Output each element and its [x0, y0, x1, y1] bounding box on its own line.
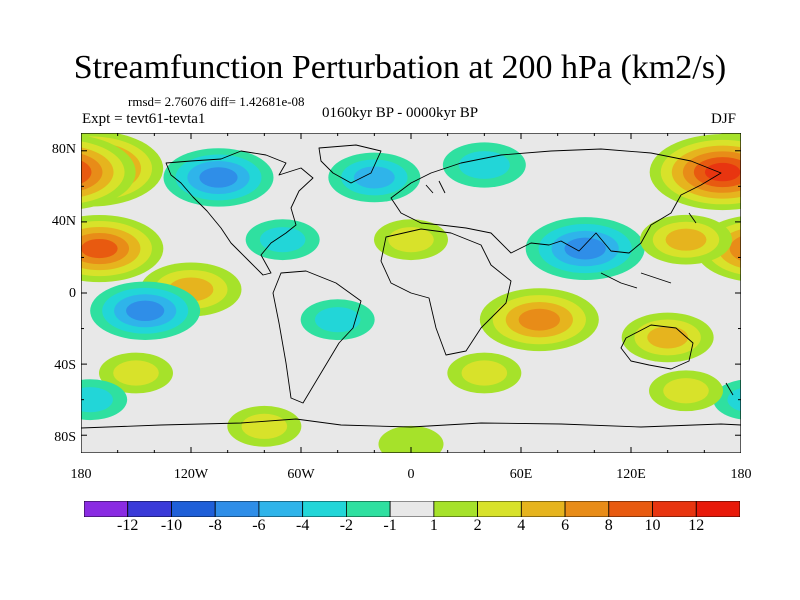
colorbar-swatch-2	[171, 501, 216, 517]
colorbar-label-9: 4	[517, 517, 526, 534]
anomaly-4-band-2	[353, 166, 395, 189]
lat-label-40s: 40S	[54, 358, 76, 373]
coastline-north-america	[165, 150, 314, 276]
colorbar-label-11: 8	[604, 517, 613, 534]
anomaly-17-band-1	[461, 360, 508, 386]
anomaly-9-band-1	[388, 227, 434, 253]
plot-title: Streamfunction Perturbation at 200 hPa (…	[73, 49, 727, 86]
anomaly-20-band-0	[378, 425, 444, 453]
anomaly-1-band-4-wrap	[81, 160, 92, 184]
lon-label-60e: 60E	[509, 467, 533, 482]
colorbar-swatch-4	[258, 501, 304, 517]
colorbar-label-4: -4	[296, 517, 310, 534]
anomaly-6-band-3	[564, 237, 606, 260]
colorbar-swatch-13	[652, 501, 697, 517]
coastline-islands	[425, 180, 734, 396]
lat-label-80n: 80N	[51, 142, 76, 157]
colorbar-label-10: 6	[561, 517, 570, 534]
coastline-australia	[620, 324, 694, 370]
colorbar-swatch-8	[433, 501, 478, 517]
map-plot	[81, 133, 741, 453]
lat-label-0: 0	[69, 286, 76, 301]
lon-label-180w: 180	[70, 467, 92, 482]
colorbar-swatch-14	[695, 501, 740, 517]
lon-label-0: 0	[407, 467, 415, 482]
colorbar-label-2: -8	[208, 517, 222, 534]
colorbar-swatch-6	[345, 501, 391, 517]
anomaly-1-band-3-wrap	[81, 153, 103, 191]
anomaly-3-band-3	[199, 167, 238, 188]
lon-label-120e: 120E	[616, 467, 646, 482]
experiment-label: Expt = tevt61-tevta1	[82, 111, 206, 127]
anomaly-11-band-3	[126, 300, 165, 321]
anomaly-13-band-1	[314, 307, 361, 333]
colorbar-label-5: -2	[339, 517, 354, 534]
colorbar-swatch-10	[520, 501, 566, 517]
anomaly-8-band-1	[259, 227, 306, 253]
colorbar-swatch-7	[389, 501, 435, 517]
colorbar-swatch-12	[608, 501, 653, 517]
coastline-greenland	[318, 144, 382, 184]
anomaly-2-band-4	[81, 238, 118, 259]
season-label: DJF	[711, 111, 737, 127]
anomaly-5-band-1	[458, 151, 510, 179]
anomaly-16-band-1	[81, 387, 113, 413]
anomaly-2-band-3-wrap	[729, 236, 741, 261]
coastline-south-america	[272, 270, 362, 404]
colorbar-label-7: 1	[429, 517, 438, 534]
anomaly-12-band-3	[518, 308, 561, 331]
period-label: 0160kyr BP - 0000kyr BP	[322, 105, 479, 121]
colorbar-swatch-1	[127, 501, 172, 517]
anomaly-15-band-1	[113, 360, 159, 386]
colorbar-label-8: 2	[473, 517, 482, 534]
anomaly-14-band-2	[647, 326, 689, 349]
lon-label-180e: 180	[730, 467, 752, 482]
colorbar-label-13: 12	[688, 517, 705, 534]
colorbar-label-1: -10	[160, 517, 183, 534]
lon-label-60w: 60W	[287, 467, 315, 482]
colorbar-swatch-0	[84, 501, 129, 517]
anomaly-18-band-1	[663, 378, 709, 404]
colorbar-swatch-3	[214, 501, 260, 517]
colorbar-swatch-5	[302, 501, 347, 517]
lon-label-120w: 120W	[173, 467, 209, 482]
colorbar-label-12: 10	[644, 517, 661, 534]
lat-label-80s: 80S	[54, 430, 76, 445]
anomaly-19-band-1	[241, 413, 288, 439]
anomaly-7-band-2	[665, 228, 707, 251]
coastline-antarctica	[81, 418, 741, 429]
colorbar-label-0: -12	[117, 517, 139, 534]
colorbar-swatch-11	[564, 501, 610, 517]
colorbar-label-6: -1	[383, 517, 397, 534]
coastline-africa	[380, 228, 512, 356]
anomaly-1-band-5	[704, 162, 741, 182]
anomaly-16-band-1-wrap	[727, 388, 741, 412]
stats-line: rmsd= 2.76076 diff= 1.42681e-08	[128, 94, 305, 109]
colorbar-swatch-9	[477, 501, 522, 517]
coastline-eurasia	[390, 148, 722, 254]
colorbar	[84, 501, 740, 517]
colorbar-label-3: -6	[252, 517, 266, 534]
lat-label-40n: 40N	[51, 214, 76, 229]
